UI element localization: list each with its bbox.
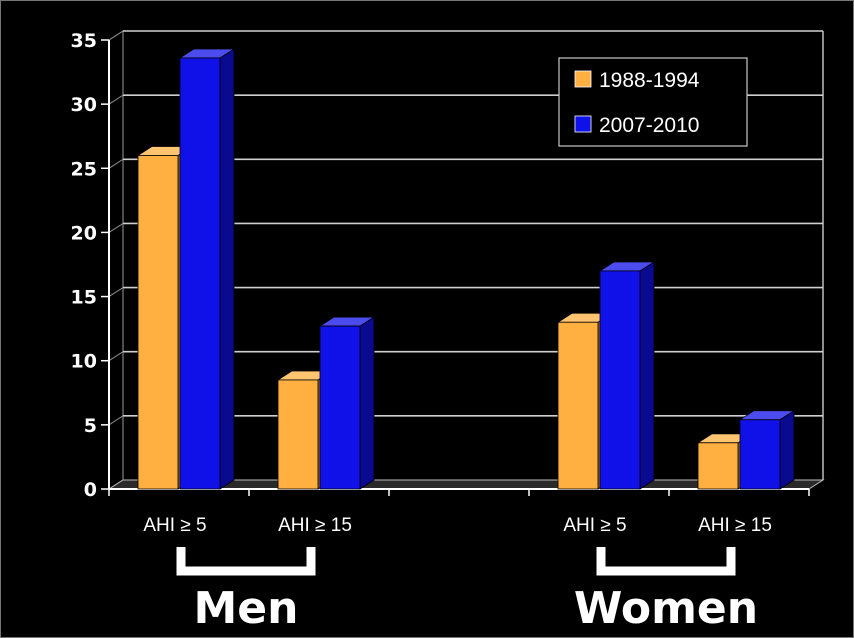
y-tick-label: 25 (71, 158, 97, 180)
group-label: Women (574, 583, 758, 634)
axis-labels: 0 5 10 15 20 25 30 35 AHI ≥ 5 AHI ≥ 15 AHI ≥ 5 AHI … (71, 30, 772, 634)
bar-side (779, 409, 795, 490)
gridline-connector (108, 158, 124, 169)
x-tick-label: AHI ≥ 15 (278, 515, 352, 536)
x-tick-label: AHI ≥ 5 (563, 515, 626, 536)
bars (136, 48, 796, 490)
gridline-connector (108, 30, 124, 41)
axes (101, 39, 810, 496)
bracket-path (176, 547, 316, 576)
bar-2007-2010-AHI ≥ 5 (598, 261, 656, 490)
y-tick-label: 15 (71, 287, 97, 309)
group-bracket (596, 547, 736, 576)
bar-2007-2010-AHI ≥ 15 (738, 409, 796, 490)
y-tick-label: 10 (71, 351, 97, 373)
y-tick-label: 5 (84, 415, 97, 437)
legend-label-1988-1994: 1988-1994 (599, 69, 700, 92)
x-tick-label: AHI ≥ 15 (698, 515, 772, 536)
bar-front (739, 419, 781, 490)
gridline-connector (108, 415, 124, 426)
bar-2007-2010-AHI ≥ 15 (318, 316, 376, 490)
gridline-connector (108, 351, 124, 362)
group-label: Men (194, 583, 299, 634)
bar-side (359, 316, 375, 490)
bar-front (319, 325, 361, 490)
bar-side (219, 48, 235, 490)
gridline-connector (108, 287, 124, 297)
legend: 1988-1994 2007-2010 (558, 57, 748, 147)
bar-front (179, 57, 221, 490)
bracket-path (596, 547, 736, 576)
y-tick-label: 35 (71, 30, 97, 52)
legend-swatch-2007-2010 (574, 115, 592, 133)
y-tick-label: 30 (71, 94, 97, 116)
legend-swatch-1988-1994 (574, 70, 592, 88)
bar-front (599, 270, 641, 490)
y-tick-label: 0 (84, 479, 97, 501)
gridline-connector (108, 223, 124, 233)
bar-front (277, 379, 319, 490)
bar-2007-2010-AHI ≥ 5 (178, 48, 236, 490)
bar-front (557, 321, 599, 490)
legend-label-2007-2010: 2007-2010 (599, 114, 699, 137)
y-tick-label: 20 (71, 222, 97, 244)
gridline-connector (108, 94, 124, 105)
bar-front (697, 442, 739, 490)
bar-front (137, 155, 179, 490)
bar-side (639, 261, 655, 490)
x-tick-label: AHI ≥ 5 (143, 515, 206, 536)
group-bracket (176, 547, 316, 576)
